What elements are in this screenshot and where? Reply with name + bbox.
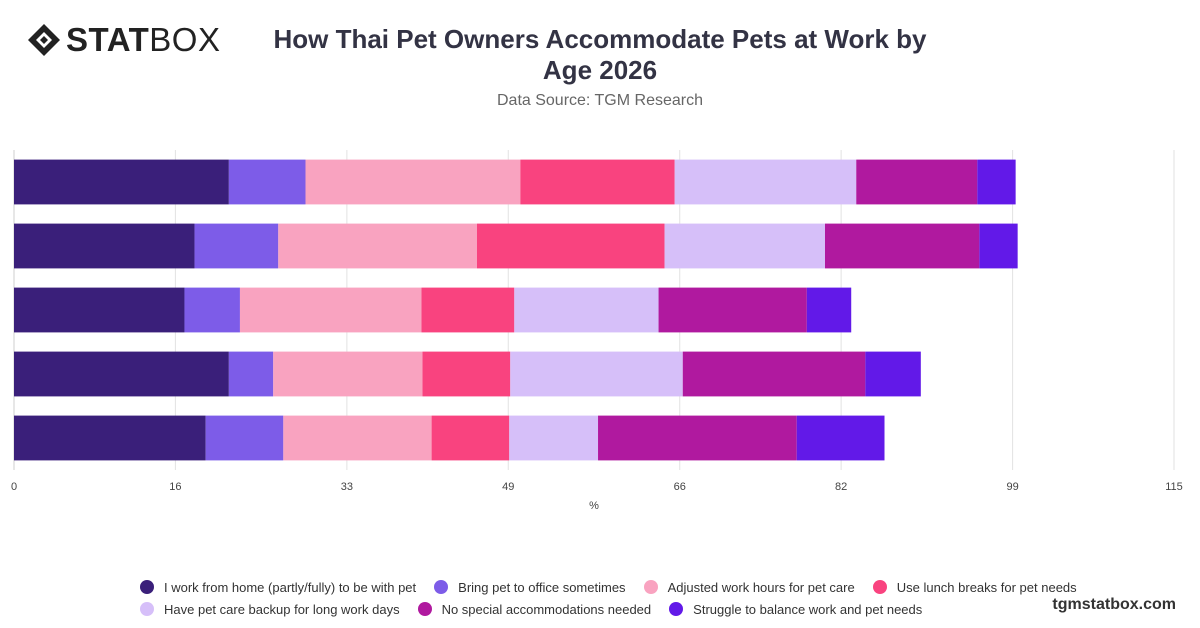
bar-segment-5-6 [598, 415, 797, 461]
bar-segment-2-3 [278, 223, 477, 269]
bar-segment-3-6 [658, 287, 807, 333]
legend-label: No special accommodations needed [441, 601, 652, 617]
legend-label: Have pet care backup for long work days [164, 601, 400, 617]
legend-label: I work from home (partly/fully) to be wi… [164, 579, 417, 595]
bar-segment-5-2 [205, 415, 284, 461]
watermark: tgmstatbox.com [1052, 596, 1176, 613]
bar-segment-1-5 [674, 159, 857, 205]
legend-item[interactable]: Bring pet to office sometimes [434, 578, 626, 596]
bar-segment-1-1 [14, 159, 229, 205]
bar-segment-1-6 [856, 159, 978, 205]
legend-label: Use lunch breaks for pet needs [896, 579, 1077, 595]
bar-segment-3-1 [14, 287, 185, 333]
bar-segment-1-3 [305, 159, 521, 205]
bar-segment-4-7 [865, 351, 921, 397]
bar-segment-3-2 [184, 287, 240, 333]
chart-legend: I work from home (partly/fully) to be wi… [140, 578, 1080, 618]
legend-item[interactable]: No special accommodations needed [417, 600, 652, 618]
bar-segment-2-1 [14, 223, 195, 269]
x-tick-label: 82 [835, 481, 847, 493]
bar-segment-4-2 [228, 351, 274, 397]
x-tick-label: 99 [1006, 481, 1018, 493]
bar-segment-2-4 [476, 223, 665, 269]
x-tick-label: 33 [341, 481, 353, 493]
diamond-logo-icon [28, 24, 60, 56]
legend-swatch [140, 602, 154, 616]
legend-label: Bring pet to office sometimes [458, 579, 626, 595]
bar-segment-5-4 [431, 415, 510, 461]
bar-segment-3-5 [514, 287, 659, 333]
legend-swatch [669, 602, 684, 616]
legend-item[interactable]: Use lunch breaks for pet needs [872, 578, 1077, 596]
legend-item[interactable]: Adjusted work hours for pet care [643, 578, 855, 596]
legend-swatch [417, 602, 432, 616]
x-tick-label: 49 [502, 481, 514, 493]
bar-segment-2-2 [194, 223, 279, 269]
bar-segment-4-3 [273, 351, 423, 397]
bar-segment-3-4 [421, 287, 515, 333]
bar-segment-4-6 [682, 351, 866, 397]
x-tick-label: 16 [169, 481, 181, 493]
legend-swatch [872, 580, 887, 594]
legend-item[interactable]: Have pet care backup for long work days [140, 600, 400, 618]
bar-segment-5-1 [14, 415, 206, 461]
legend-label: Adjusted work hours for pet care [667, 579, 855, 595]
legend-swatch [140, 580, 154, 594]
bar-segment-1-2 [228, 159, 306, 205]
chart-title: How Thai Pet Owners Accommodate Pets at … [273, 24, 927, 85]
legend-swatch [643, 580, 658, 594]
logo-text-bold: STAT [66, 21, 150, 58]
x-axis-title: % [589, 500, 599, 512]
x-tick-label: 66 [674, 481, 686, 493]
bar-segment-5-3 [283, 415, 432, 461]
legend-item[interactable]: Struggle to balance work and pet needs [669, 600, 922, 618]
bar-segment-2-5 [664, 223, 825, 269]
logo-text-light: BOX [149, 21, 221, 58]
bar-segment-4-5 [510, 351, 683, 397]
bar-segment-1-7 [977, 159, 1016, 205]
legend-swatch [434, 580, 449, 594]
bar-segment-1-4 [520, 159, 675, 205]
statbox-logo: STAT BOX [26, 21, 221, 58]
bar-segment-4-4 [422, 351, 511, 397]
x-tick-label: 115 [1165, 481, 1183, 493]
bar-segment-3-3 [239, 287, 422, 333]
chart-subtitle: Data Source: TGM Research [496, 92, 703, 109]
bar-segment-3-7 [806, 287, 852, 333]
legend-label: Struggle to balance work and pet needs [693, 601, 923, 617]
x-tick-label: 0 [11, 481, 17, 493]
bar-segment-2-7 [979, 223, 1018, 269]
bar-segment-2-6 [824, 223, 980, 269]
bar-segment-5-7 [796, 415, 885, 461]
bar-segment-5-5 [509, 415, 599, 461]
legend-item[interactable]: I work from home (partly/fully) to be wi… [140, 578, 416, 596]
bar-segment-4-1 [14, 351, 229, 397]
